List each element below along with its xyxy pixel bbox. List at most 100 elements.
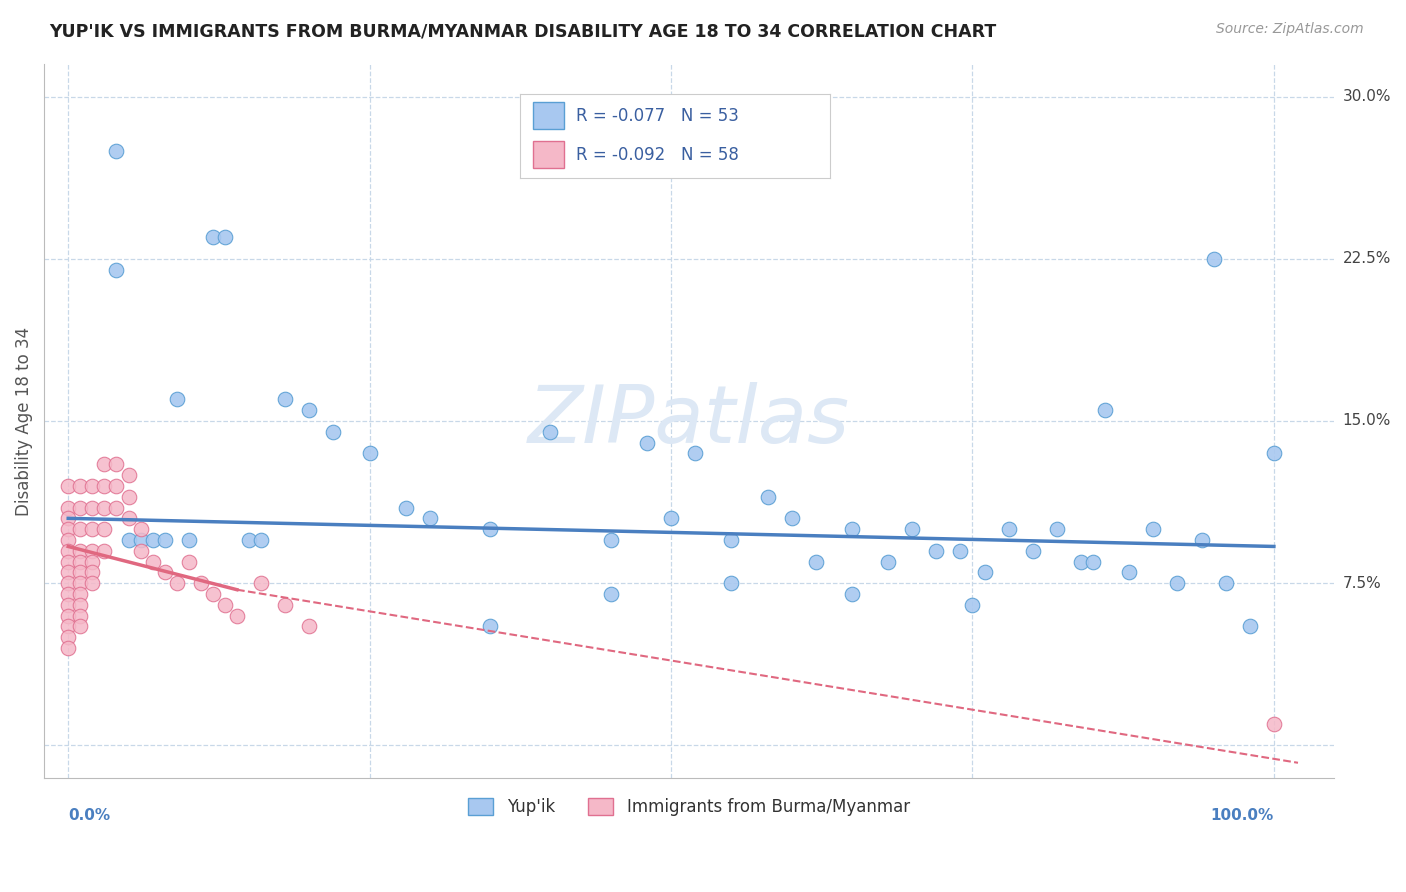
FancyBboxPatch shape xyxy=(533,103,564,129)
Point xyxy=(105,457,128,471)
Point xyxy=(901,522,924,536)
Point xyxy=(683,446,706,460)
Point xyxy=(1022,543,1045,558)
Point xyxy=(756,490,779,504)
Point xyxy=(1191,533,1213,547)
Point xyxy=(973,566,995,580)
Point xyxy=(1118,566,1140,580)
Point xyxy=(105,500,128,515)
Point xyxy=(250,576,273,591)
Point xyxy=(82,566,104,580)
Point xyxy=(322,425,344,439)
Text: 30.0%: 30.0% xyxy=(1343,89,1391,104)
Point xyxy=(82,555,104,569)
Point xyxy=(877,555,900,569)
Point xyxy=(599,533,621,547)
Point xyxy=(1215,576,1237,591)
Point xyxy=(58,619,80,633)
Point xyxy=(58,598,80,612)
Point xyxy=(93,500,115,515)
Point xyxy=(58,630,80,644)
Point xyxy=(129,522,152,536)
Point xyxy=(177,555,200,569)
Point xyxy=(250,533,273,547)
Text: 15.0%: 15.0% xyxy=(1343,414,1391,428)
Point xyxy=(58,543,80,558)
Point xyxy=(841,587,863,601)
Point xyxy=(58,608,80,623)
Point xyxy=(190,576,212,591)
Point xyxy=(419,511,441,525)
Point xyxy=(105,144,128,158)
Point xyxy=(659,511,682,525)
Point xyxy=(82,479,104,493)
Point xyxy=(274,392,297,407)
Text: Source: ZipAtlas.com: Source: ZipAtlas.com xyxy=(1216,22,1364,37)
Point xyxy=(93,522,115,536)
Point xyxy=(1046,522,1069,536)
Point xyxy=(962,598,984,612)
Text: 100.0%: 100.0% xyxy=(1211,808,1274,823)
Point xyxy=(82,522,104,536)
Point xyxy=(117,511,139,525)
Point xyxy=(226,608,249,623)
Point xyxy=(82,500,104,515)
Point xyxy=(153,533,176,547)
Point xyxy=(58,555,80,569)
Point xyxy=(214,230,236,244)
Point xyxy=(58,566,80,580)
Point xyxy=(142,555,165,569)
Point xyxy=(82,543,104,558)
Point xyxy=(58,533,80,547)
Point xyxy=(214,598,236,612)
Point xyxy=(69,555,91,569)
Point xyxy=(117,468,139,483)
Point xyxy=(105,479,128,493)
Point xyxy=(58,479,80,493)
Point xyxy=(105,262,128,277)
Point xyxy=(129,543,152,558)
Point xyxy=(201,587,224,601)
Point xyxy=(166,392,188,407)
Point xyxy=(129,533,152,547)
Point xyxy=(1202,252,1225,266)
Point xyxy=(69,479,91,493)
Text: R = -0.092   N = 58: R = -0.092 N = 58 xyxy=(576,145,738,163)
Point xyxy=(599,587,621,601)
Point xyxy=(69,619,91,633)
Text: 0.0%: 0.0% xyxy=(69,808,110,823)
Point xyxy=(274,598,297,612)
Point xyxy=(1081,555,1104,569)
Point xyxy=(1263,716,1285,731)
Point xyxy=(58,576,80,591)
Point xyxy=(142,533,165,547)
Legend: Yup'ik, Immigrants from Burma/Myanmar: Yup'ik, Immigrants from Burma/Myanmar xyxy=(461,791,917,823)
Point xyxy=(58,500,80,515)
Point xyxy=(201,230,224,244)
Point xyxy=(1239,619,1261,633)
Point xyxy=(69,500,91,515)
Point xyxy=(841,522,863,536)
Text: YUP'IK VS IMMIGRANTS FROM BURMA/MYANMAR DISABILITY AGE 18 TO 34 CORRELATION CHAR: YUP'IK VS IMMIGRANTS FROM BURMA/MYANMAR … xyxy=(49,22,997,40)
Text: 7.5%: 7.5% xyxy=(1343,575,1381,591)
Y-axis label: Disability Age 18 to 34: Disability Age 18 to 34 xyxy=(15,326,32,516)
Point xyxy=(720,533,742,547)
Point xyxy=(479,619,502,633)
Text: 22.5%: 22.5% xyxy=(1343,252,1391,266)
Point xyxy=(69,598,91,612)
Point xyxy=(395,500,418,515)
Point xyxy=(177,533,200,547)
Point xyxy=(69,587,91,601)
Point xyxy=(93,457,115,471)
Point xyxy=(925,543,948,558)
Point xyxy=(1070,555,1092,569)
Point xyxy=(82,576,104,591)
Point xyxy=(93,479,115,493)
Point xyxy=(69,543,91,558)
FancyBboxPatch shape xyxy=(533,141,564,169)
Point xyxy=(359,446,381,460)
Point xyxy=(58,587,80,601)
Text: R = -0.077   N = 53: R = -0.077 N = 53 xyxy=(576,107,738,125)
Point xyxy=(298,619,321,633)
Point xyxy=(479,522,502,536)
